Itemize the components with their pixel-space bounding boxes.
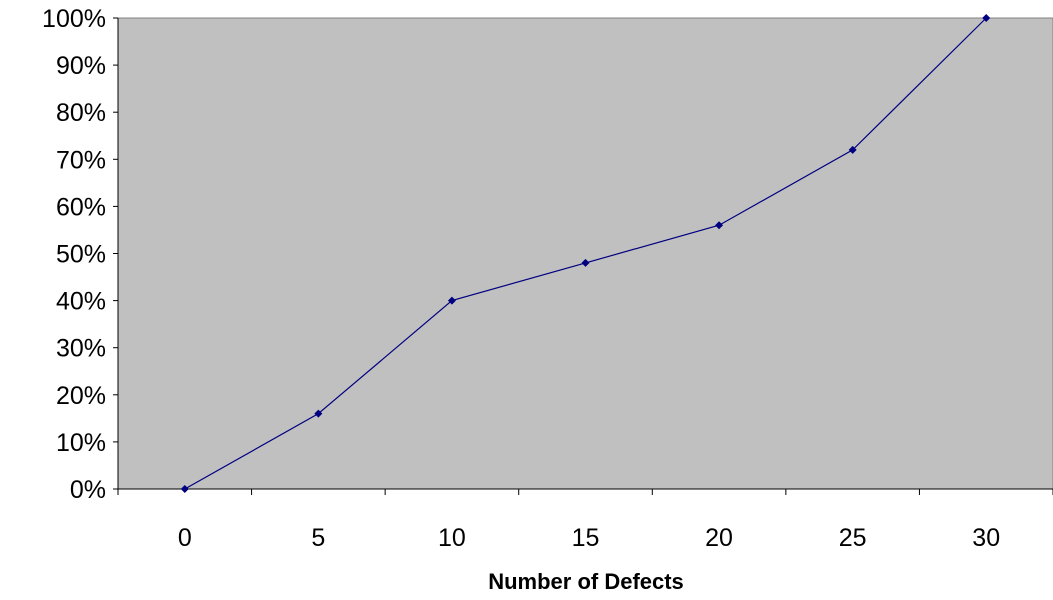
series-layer bbox=[180, 14, 991, 493]
data-point bbox=[314, 409, 323, 418]
y-tick-label: 0% bbox=[70, 476, 106, 504]
data-point bbox=[180, 485, 189, 493]
labels-layer: 0% 10% 20% 30% 40% 50% 60% 70% 80% 90% 100% 0 5 10 15 2… bbox=[42, 5, 1000, 552]
y-tick-label: 90% bbox=[56, 52, 106, 80]
y-tick-label: 70% bbox=[56, 146, 106, 174]
data-point bbox=[848, 145, 857, 154]
y-tick-label: 60% bbox=[56, 193, 106, 221]
y-tick-label: 50% bbox=[56, 241, 106, 269]
x-tick-label: 30 bbox=[972, 524, 1000, 552]
x-axis-title: Number of Defects bbox=[488, 569, 684, 594]
x-tick-label: 0 bbox=[178, 524, 192, 552]
y-tick-label: 30% bbox=[56, 335, 106, 363]
y-tick-label: 40% bbox=[56, 288, 106, 316]
data-point bbox=[982, 14, 991, 22]
x-tick-label: 25 bbox=[839, 524, 867, 552]
y-tick-label: 20% bbox=[56, 382, 106, 410]
x-tick-label: 5 bbox=[311, 524, 325, 552]
data-point bbox=[715, 221, 724, 230]
axes bbox=[113, 17, 1053, 495]
y-tick-label: 10% bbox=[56, 429, 106, 457]
y-tick-label: 100% bbox=[42, 5, 106, 33]
plot-area bbox=[117, 17, 1053, 490]
x-tick-label: 10 bbox=[438, 524, 466, 552]
y-tick-label: 80% bbox=[56, 99, 106, 127]
data-point bbox=[581, 258, 590, 267]
x-tick-label: 15 bbox=[572, 524, 600, 552]
x-tick-label: 20 bbox=[705, 524, 733, 552]
data-point bbox=[447, 296, 456, 305]
